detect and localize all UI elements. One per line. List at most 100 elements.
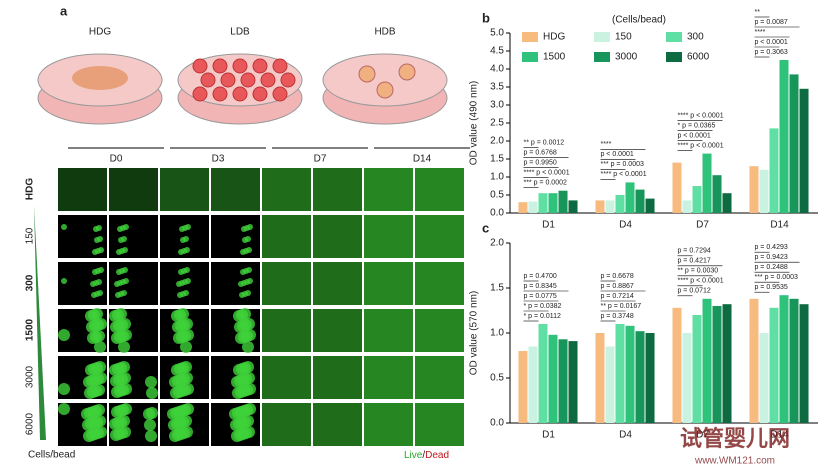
cell-cluster [176,281,182,287]
significance: p = 0.9535 [754,284,787,291]
cell-network [262,403,311,446]
cell-cluster [85,364,97,376]
cell-network [364,356,413,399]
significance: p = 0.4217 [677,258,710,265]
bar [779,295,789,423]
cell-cluster [85,310,97,322]
bar [595,200,605,213]
cell-cluster [169,376,181,388]
cell-cluster [117,226,123,232]
micrograph [109,168,158,211]
cell-cluster [111,406,123,418]
row-label: 3000 [25,365,36,388]
day-label: D0 [110,154,123,165]
cell-network [415,403,464,446]
cell-cluster [234,321,246,333]
watermark: 试管婴儿网 [680,426,790,451]
bar [789,74,799,214]
panel-label: a [60,3,68,18]
significance: p = 0.8345 [523,283,556,290]
cell-cluster [167,408,179,420]
bar [692,186,702,213]
bar [789,298,799,423]
cell-cluster [87,332,99,344]
cell-cluster [111,332,123,344]
day-label: D7 [314,154,327,165]
cell-cluster [110,375,122,387]
cell-cluster [169,430,181,442]
bar [712,306,722,423]
x-tick-label: D1 [542,220,555,231]
cell-cluster [111,386,123,398]
bar [558,339,568,423]
cell-cluster [143,408,155,420]
bar [605,200,615,213]
cell-cluster [83,376,95,388]
cell-cluster [168,419,180,431]
bar [749,166,759,213]
cell-cluster [242,237,248,243]
bar [538,193,548,213]
cell-cluster [233,310,245,322]
significance: * p = 0.0382 [523,303,561,310]
cell-network [211,168,260,211]
bead [220,72,236,88]
bead [192,58,208,74]
bar [568,200,578,213]
significance: p = 0.4700 [523,273,556,280]
significance: **** p < 0.0001 [677,278,723,285]
day-label: D14 [413,154,432,165]
cell-network [313,403,362,446]
cell-cluster [145,430,157,442]
x-tick-label: D1 [542,430,555,441]
legend-swatch [522,52,538,62]
panel-label: c [482,220,489,235]
sep: / [422,450,425,461]
micrograph [211,262,260,305]
cell-cluster [180,237,186,243]
cell-network [313,356,362,399]
bar [722,304,732,423]
significance: **** [600,141,611,148]
cell-network [364,168,413,211]
row-label: 1500 [25,318,36,341]
cell-cluster [91,292,97,298]
x-tick-label: D4 [619,430,632,441]
dish-label: LDB [230,27,250,38]
significance: **** [754,29,765,36]
cell-network [415,309,464,352]
day-label: D3 [212,154,225,165]
cell-network [262,262,311,305]
bar [538,324,548,423]
y-tick-label: 5.0 [490,28,504,39]
gradient-wedge [34,205,46,440]
significance: **** p < 0.0001 [523,170,569,177]
legend-label: 300 [687,32,704,43]
cell-cluster [109,310,121,322]
cell-cluster [179,226,185,232]
cell-network [262,168,311,211]
significance: p = 0.0712 [677,288,710,295]
row-label: 150 [25,227,36,244]
y-tick-label: 1.5 [490,283,504,294]
cell-network [415,168,464,211]
bar [625,325,635,423]
y-tick-label: 2.5 [490,118,504,129]
bar [769,307,779,423]
cell-cluster [110,429,122,441]
cell-cluster [116,269,122,275]
bar [702,153,712,213]
significance: * p = 0.0365 [677,122,715,129]
x-tick-label: D14 [770,220,789,231]
hydrogel [72,66,128,90]
x-tick-label: D14 [770,430,789,441]
bar [625,182,635,213]
cell-cluster [241,226,247,232]
bead [232,58,248,74]
bar [759,169,769,213]
micrograph [58,168,107,211]
micrograph [211,215,260,258]
bar [615,324,625,423]
cell-cluster [92,249,98,255]
